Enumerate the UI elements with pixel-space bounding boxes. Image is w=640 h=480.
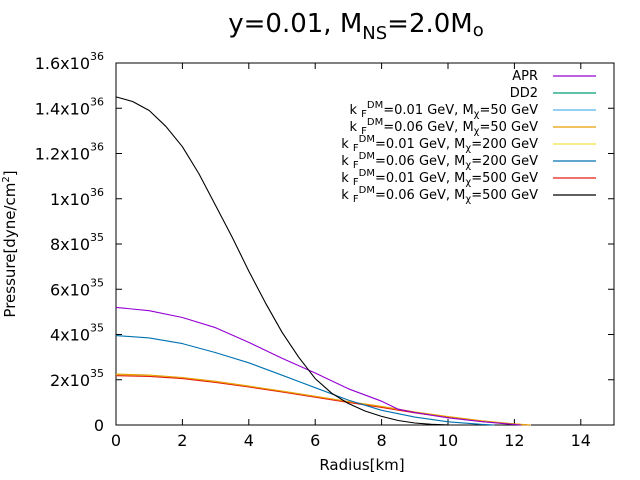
legend-item: k FDM=0.06 GeV, Mχ=500 GeV [341, 185, 596, 205]
legend-item: k FDM=0.06 GeV, Mχ=200 GeV [341, 151, 596, 171]
series-line [115, 306, 522, 426]
y-tick-label: 1x1036 [50, 186, 104, 209]
y-tick-label: 4x1035 [50, 322, 104, 345]
legend-label: k FDM=0.06 GeV, Mχ=200 GeV [341, 151, 538, 171]
series-line [115, 335, 495, 426]
legend-label: k FDM=0.01 GeV, Mχ=200 GeV [341, 134, 538, 154]
series-line [115, 96, 459, 426]
y-tick-label: 6x1035 [50, 276, 104, 299]
series-line [115, 374, 528, 426]
y-tick-label: 1.6x1036 [35, 50, 104, 73]
chart-title: y=0.01, MNS=2.0Mo [228, 9, 484, 44]
x-tick-label: 2 [177, 431, 187, 450]
y-axis: 0 2x1035 4x1035 6x1035 8x1035 1x1036 1.2x1036 1… [35, 50, 614, 435]
x-tick-label: 6 [310, 431, 320, 450]
series-line [115, 374, 528, 426]
series-line [115, 375, 528, 426]
y-tick-label: 1.2x1036 [35, 141, 104, 164]
x-axis-label: Radius[km] [319, 456, 404, 474]
x-tick-label: 10 [438, 431, 458, 450]
legend-label: k FDM=0.06 GeV, Mχ=50 GeV [349, 117, 538, 137]
x-tick-label: 14 [571, 431, 591, 450]
x-axis: 0 2 4 6 8 10 12 14 [111, 63, 591, 450]
legend-item: k FDM=0.01 GeV, Mχ=500 GeV [341, 168, 596, 188]
x-tick-label: 0 [111, 431, 121, 450]
x-tick-label: 12 [504, 431, 524, 450]
y-axis-label: Pressure[dyne/cm2] [1, 170, 19, 317]
series-line [115, 374, 528, 426]
legend-label: k FDM=0.01 GeV, Mχ=50 GeV [349, 100, 538, 120]
legend-item: k FDM=0.01 GeV, Mχ=50 GeV [349, 100, 596, 120]
legend-item: DD2 [510, 86, 596, 101]
legend-item: k FDM=0.01 GeV, Mχ=200 GeV [341, 134, 596, 154]
y-tick-label: 1.4x1036 [35, 95, 104, 118]
legend-label: APR [512, 69, 538, 84]
y-tick-label: 0 [94, 416, 104, 435]
x-tick-label: 4 [244, 431, 254, 450]
legend-label: DD2 [510, 86, 538, 101]
y-tick-label: 8x1035 [50, 231, 104, 254]
x-tick-label: 8 [377, 431, 387, 450]
legend-item: k FDM=0.06 GeV, Mχ=50 GeV [349, 117, 596, 137]
legend-label: k FDM=0.01 GeV, Mχ=500 GeV [341, 168, 538, 188]
series-line [115, 373, 532, 426]
series-layer [115, 96, 532, 426]
y-tick-label: 2x1035 [50, 367, 104, 390]
legend-item: APR [512, 69, 596, 84]
legend-label: k FDM=0.06 GeV, Mχ=500 GeV [341, 185, 538, 205]
